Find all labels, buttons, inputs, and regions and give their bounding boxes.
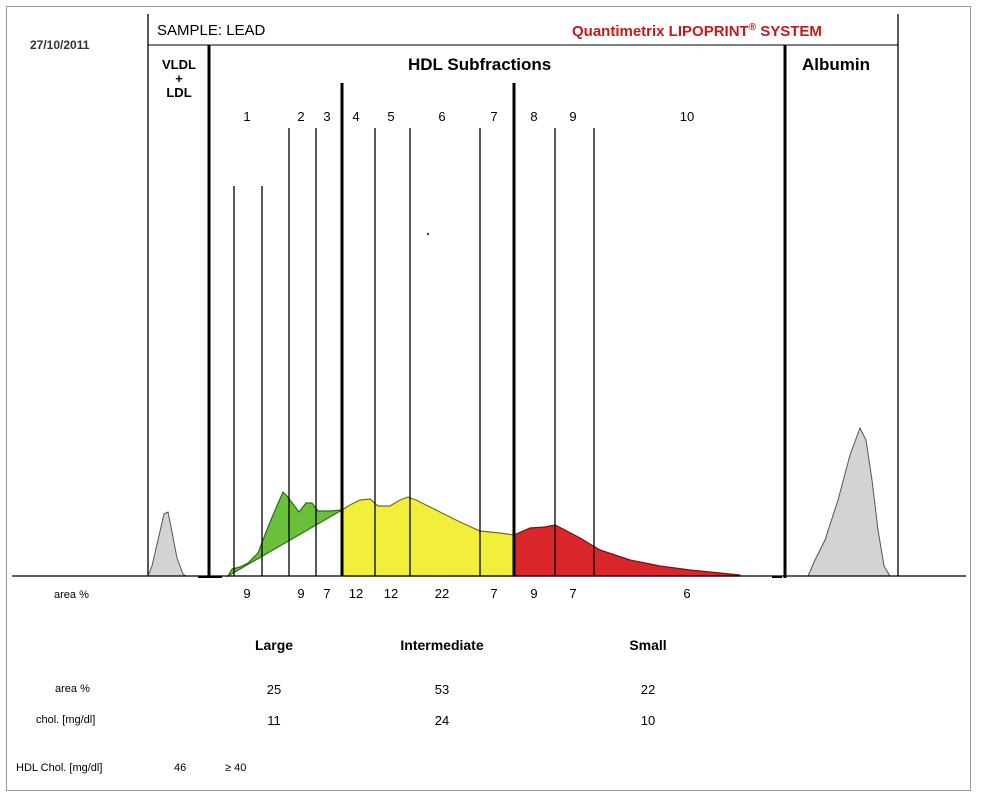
fraction-area-value: 7 (490, 586, 498, 601)
sample-label: SAMPLE: LEAD (157, 22, 266, 39)
fraction-area-value: 12 (348, 586, 364, 601)
group-name: Small (629, 637, 667, 653)
group-chol-value: 10 (640, 713, 656, 728)
fraction-number-label: 2 (297, 109, 305, 124)
group-area-value: 53 (434, 682, 450, 697)
summary-area-label: area % (55, 683, 90, 695)
fraction-area-value: 22 (434, 586, 450, 601)
area-percent-label: area % (54, 589, 89, 601)
fraction-area-value: 9 (243, 586, 251, 601)
intermediate-hdl-area (341, 496, 515, 577)
fraction-area-value: 7 (569, 586, 577, 601)
fraction-number-label: 10 (679, 109, 695, 124)
small-hdl-area (513, 524, 741, 577)
group-area-value: 25 (266, 682, 282, 697)
albumin-peak (807, 426, 891, 577)
fraction-area-value: 9 (297, 586, 305, 601)
summary-chol-label: chol. [mg/dl] (36, 714, 96, 726)
fraction-area-value: 6 (683, 586, 691, 601)
vldl-ldl-label: VLDL + LDL (151, 58, 207, 100)
large-hdl-area (226, 490, 343, 578)
hdl-title: HDL Subfractions (408, 55, 552, 74)
group-name: Large (254, 637, 294, 653)
fraction-number-label: 8 (530, 109, 538, 124)
hdl-chol-value: 46 (174, 762, 187, 774)
fraction-number-label: 5 (387, 109, 395, 124)
vldl-line: VLDL (162, 57, 196, 72)
fraction-area-value: 9 (530, 586, 538, 601)
fraction-number-label: 1 (243, 109, 251, 124)
fraction-area-value: 7 (323, 586, 331, 601)
group-name: Intermediate (400, 637, 484, 653)
brand-title: Quantimetrix LIPOPRINT® SYSTEM (572, 22, 822, 40)
albumin-title: Albumin (802, 55, 870, 74)
ldl-line: LDL (166, 85, 192, 100)
fraction-number-label: 9 (569, 109, 577, 124)
group-chol-value: 24 (434, 713, 450, 728)
report-date: 27/10/2011 (30, 38, 90, 52)
speck (426, 232, 430, 236)
fraction-number-label: 7 (490, 109, 498, 124)
fraction-number-label: 4 (352, 109, 360, 124)
group-chol-value: 11 (267, 713, 281, 728)
brand-mark: ® (748, 22, 757, 33)
hdl-chol-reference: ≥ 40 (225, 762, 247, 774)
fraction-number-label: 6 (438, 109, 446, 124)
vldl-ldl-peak (147, 511, 188, 577)
fraction-area-value: 12 (383, 586, 399, 601)
report-frame (6, 6, 971, 791)
brand-name: Quantimetrix LIPOPRINT (572, 23, 749, 40)
plus-line: + (175, 71, 183, 86)
fraction-boundaries (233, 83, 595, 576)
brand-tail: SYSTEM (756, 23, 822, 40)
group-area-value: 22 (640, 682, 656, 697)
fraction-number-label: 3 (323, 109, 331, 124)
hdl-chol-label: HDL Chol. [mg/dl] (16, 762, 103, 774)
